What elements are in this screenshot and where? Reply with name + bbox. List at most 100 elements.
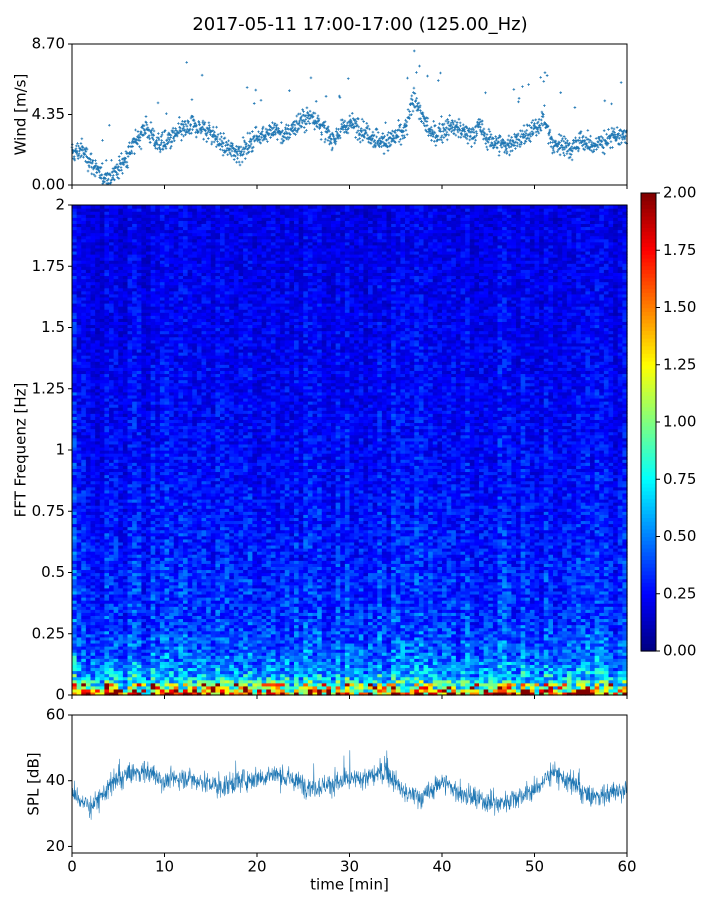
wind-marker <box>217 133 220 136</box>
wind-marker <box>430 139 433 142</box>
wind-marker <box>128 141 131 144</box>
wind-marker <box>121 172 124 175</box>
wind-marker <box>317 115 320 118</box>
wind-marker <box>446 138 449 141</box>
wind-marker <box>533 122 536 125</box>
wind-marker <box>562 140 565 143</box>
wind-marker <box>518 97 521 100</box>
wind-marker <box>494 135 497 138</box>
wind-marker <box>387 149 390 152</box>
wind-marker <box>406 77 409 80</box>
wind-marker <box>288 136 291 139</box>
wind-marker <box>137 130 140 133</box>
wind-marker <box>473 142 476 145</box>
wind-marker <box>620 81 623 84</box>
wind-marker <box>440 139 443 142</box>
wind-marker <box>90 152 93 155</box>
wind-marker <box>221 149 224 152</box>
wind-marker <box>307 120 310 123</box>
wind-marker <box>202 138 205 141</box>
wind-marker <box>81 137 84 140</box>
wind-marker <box>458 118 461 121</box>
wind-marker <box>242 136 245 139</box>
wind-marker <box>340 123 343 126</box>
wind-marker <box>603 129 606 132</box>
wind-y-tick-label: 0.00 <box>32 176 65 194</box>
wind-marker <box>549 129 552 132</box>
wind-marker <box>105 159 108 162</box>
wind-marker <box>101 174 104 177</box>
wind-marker <box>548 134 551 137</box>
wind-marker <box>325 95 328 98</box>
wind-marker <box>177 122 180 125</box>
wind-marker <box>266 140 269 143</box>
wind-marker <box>87 170 90 173</box>
wind-marker <box>366 134 369 137</box>
wind-marker <box>604 100 607 103</box>
wind-marker <box>182 135 185 138</box>
wind-marker <box>605 133 608 136</box>
wind-marker <box>388 142 391 145</box>
wind-marker <box>415 71 418 74</box>
wind-marker <box>149 141 152 144</box>
wind-marker <box>354 136 357 139</box>
wind-marker <box>227 140 230 143</box>
wind-marker <box>459 122 462 125</box>
wind-marker <box>484 142 487 145</box>
wind-marker <box>595 137 598 140</box>
wind-marker <box>448 114 451 117</box>
wind-marker <box>438 122 441 125</box>
wind-marker <box>243 151 246 154</box>
wind-marker <box>467 142 470 145</box>
wind-marker <box>446 131 449 134</box>
wind-marker <box>309 110 312 113</box>
wind-marker <box>616 126 619 129</box>
wind-marker <box>412 110 415 113</box>
wind-marker <box>386 134 389 137</box>
wind-marker <box>408 110 411 113</box>
wind-y-tick-label: 8.70 <box>32 35 65 53</box>
wind-marker <box>521 130 524 133</box>
wind-marker <box>257 130 260 133</box>
wind-marker <box>455 134 458 137</box>
wind-marker <box>320 138 323 141</box>
wind-marker <box>226 153 229 156</box>
wind-marker <box>339 130 342 133</box>
wind-marker <box>127 155 130 158</box>
wind-marker <box>435 144 438 147</box>
wind-marker <box>205 140 208 143</box>
wind-marker <box>437 79 440 82</box>
wind-marker <box>351 112 354 115</box>
wind-marker <box>566 152 569 155</box>
wind-marker <box>361 139 364 142</box>
wind-marker <box>118 155 121 158</box>
wind-marker <box>550 145 553 148</box>
wind-marker <box>498 150 501 153</box>
wind-marker <box>525 129 528 132</box>
wind-marker <box>587 129 590 132</box>
wind-marker <box>324 141 327 144</box>
wind-marker <box>462 124 465 127</box>
wind-marker <box>178 116 181 119</box>
wind-marker <box>398 140 401 143</box>
wind-marker <box>485 146 488 149</box>
wind-marker <box>94 159 97 162</box>
wind-marker <box>134 129 137 132</box>
wind-marker <box>372 131 375 134</box>
wind-marker <box>185 61 188 64</box>
wind-marker <box>484 91 487 94</box>
wind-marker <box>157 132 160 135</box>
wind-marker <box>215 126 218 129</box>
wind-marker <box>303 131 306 134</box>
wind-marker <box>202 120 205 123</box>
wind-marker <box>269 136 272 139</box>
wind-marker <box>358 137 361 140</box>
wind-marker <box>453 132 456 135</box>
wind-marker <box>180 133 183 136</box>
wind-marker <box>532 119 535 122</box>
wind-marker <box>156 136 159 139</box>
wind-marker <box>460 136 463 139</box>
wind-marker <box>538 124 541 127</box>
wind-marker <box>405 129 408 132</box>
